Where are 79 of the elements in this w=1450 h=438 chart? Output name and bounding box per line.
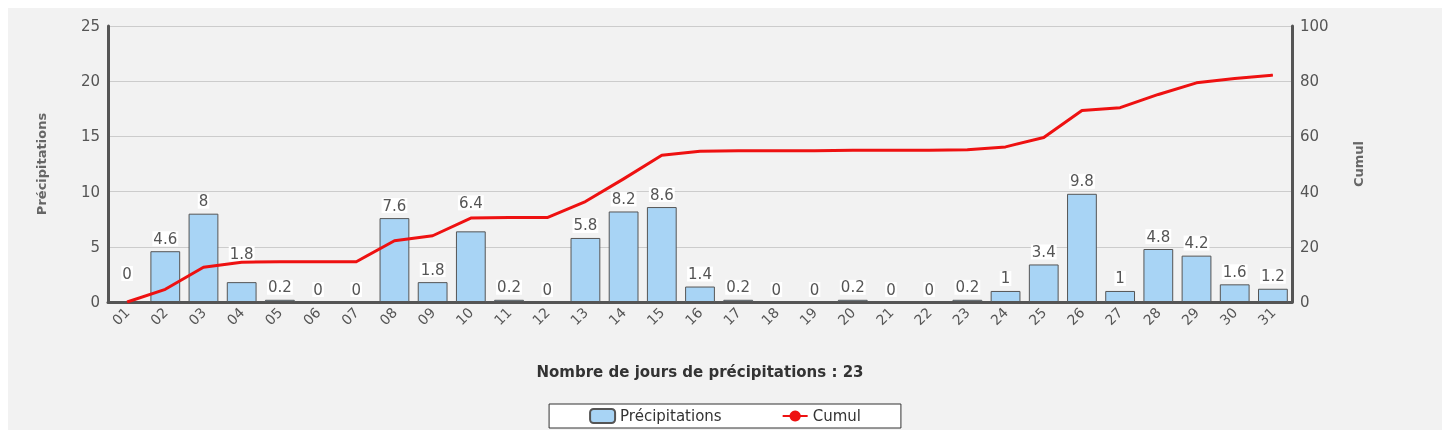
- x-tick-label: 06: [299, 304, 324, 329]
- y2-tick-label: 0: [1300, 293, 1310, 311]
- y-tick-label: 20: [80, 72, 100, 91]
- data-label: 6.4: [458, 193, 483, 212]
- x-tick-label: 18: [758, 304, 783, 329]
- x-tick-label: 05: [261, 304, 286, 329]
- y-axis-title: Précipitations: [34, 112, 49, 216]
- y-tick-label: 0: [90, 293, 100, 311]
- data-label: 0: [771, 280, 782, 299]
- data-label: 1.8: [420, 260, 445, 279]
- x-tick-label: 23: [949, 304, 974, 329]
- data-label: 0: [924, 280, 934, 299]
- y-tick-label: 15: [80, 127, 100, 146]
- data-label: 4.8: [1146, 227, 1171, 246]
- y2-tick-label: 60: [1300, 127, 1320, 146]
- x-tick-label: 25: [1025, 304, 1050, 329]
- data-label: 1.8: [229, 244, 254, 263]
- x-tick-label: 30: [1216, 304, 1241, 329]
- data-label: 1.4: [688, 265, 712, 284]
- data-label: 0.2: [840, 278, 865, 297]
- x-tick-label: 10: [452, 304, 477, 329]
- data-label: 4.6: [153, 229, 178, 248]
- data-label: 0: [313, 280, 323, 299]
- data-label: 8.6: [649, 185, 674, 204]
- x-tick-label: 09: [414, 304, 439, 329]
- data-label: 1: [1115, 269, 1125, 288]
- x-tick-label: 02: [147, 304, 171, 329]
- data-label: 0.2: [497, 278, 521, 297]
- data-label: 0.2: [726, 278, 751, 297]
- x-tick-label: 31: [1254, 304, 1279, 329]
- y2-tick-label: 40: [1300, 182, 1320, 201]
- x-tick-label: 21: [872, 304, 897, 329]
- data-label: 0.2: [955, 278, 980, 297]
- x-tick-label: 14: [605, 304, 630, 329]
- x-tick-label: 29: [1178, 304, 1203, 329]
- x-tick-label: 16: [681, 304, 706, 329]
- x-tick-label: 15: [643, 304, 668, 329]
- y-tick-label: 5: [90, 237, 100, 256]
- data-label: 3.4: [1031, 242, 1056, 261]
- x-tick-label: 26: [1063, 304, 1088, 329]
- data-label: 0: [351, 280, 362, 299]
- data-label: 0: [809, 280, 820, 299]
- data-label: 0: [886, 280, 896, 299]
- legend-label: Cumul: [812, 407, 861, 425]
- y2-tick-label: 100: [1300, 17, 1329, 35]
- x-tick-label: 20: [834, 304, 859, 329]
- x-tick-label: 17: [719, 304, 744, 329]
- x-tick-label: 11: [490, 304, 515, 329]
- y2-axis-title: Cumul: [1351, 140, 1366, 188]
- x-tick-label: 19: [796, 304, 821, 329]
- data-label: 0: [542, 280, 552, 299]
- legend-label: Précipitations: [620, 407, 722, 425]
- data-label: 8.2: [611, 189, 636, 208]
- data-label: 0.2: [267, 278, 292, 297]
- y-tick-label: 10: [80, 182, 100, 201]
- x-tick-label: 03: [185, 304, 210, 329]
- data-label: 7.6: [382, 196, 407, 215]
- data-label: 1: [1000, 269, 1011, 288]
- data-label: 8: [198, 192, 209, 211]
- x-tick-label: 28: [1140, 304, 1164, 329]
- x-tick-label: 08: [376, 304, 401, 329]
- x-tick-label: 27: [1101, 304, 1126, 329]
- x-tick-label: 01: [108, 304, 133, 329]
- data-label: 1.2: [1260, 267, 1285, 286]
- x-tick-label: 13: [567, 304, 592, 329]
- y2-tick-label: 80: [1300, 72, 1320, 91]
- x-tick-label: 12: [528, 304, 553, 329]
- data-label: 1.6: [1222, 262, 1247, 281]
- x-tick-label: 24: [987, 304, 1012, 329]
- y-tick-label: 25: [80, 17, 100, 35]
- x-axis-title: Nombre de jours de précipitations : 23: [536, 362, 864, 381]
- x-tick-label: 04: [223, 304, 248, 329]
- y2-tick-label: 20: [1300, 237, 1320, 256]
- data-label: 5.8: [573, 216, 598, 235]
- x-tick-label: 07: [338, 304, 362, 329]
- data-label: 4.2: [1184, 234, 1209, 253]
- data-label: 9.8: [1070, 172, 1094, 191]
- x-tick-label: 22: [910, 304, 935, 329]
- data-label: 0: [122, 264, 132, 283]
